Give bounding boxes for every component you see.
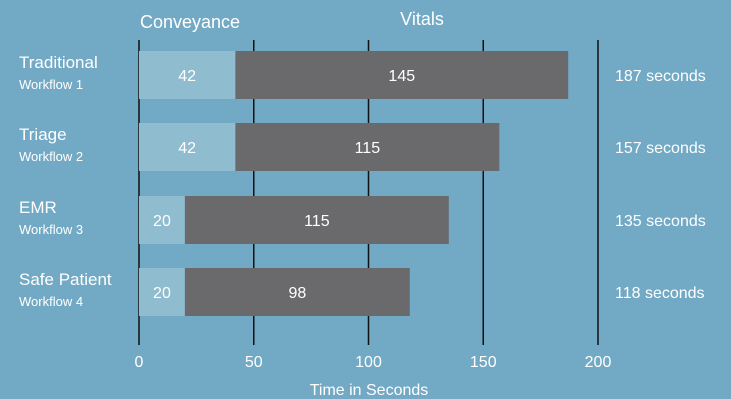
- bar-value-label: 145: [388, 68, 415, 85]
- x-tick-label: 100: [355, 354, 382, 371]
- bar-segment: [139, 268, 185, 316]
- bar-value-label: 115: [304, 213, 330, 230]
- x-tick-label: 150: [470, 354, 497, 371]
- bar-segment: [235, 123, 500, 171]
- category-sublabel: Workflow 4: [19, 294, 83, 309]
- bar-value-label: 115: [355, 140, 381, 157]
- category-label: EMR: [19, 198, 57, 217]
- x-tick-labels: 0 50 100 150 200: [135, 354, 612, 371]
- bar-segment: [139, 196, 185, 244]
- category-sublabel: Workflow 2: [19, 149, 83, 164]
- legend: Conveyance Vitals: [140, 9, 444, 32]
- bars: 42 145 42 115 20 115 20 98: [139, 51, 569, 316]
- category-sublabel: Workflow 1: [19, 77, 83, 92]
- x-axis-title: Time in Seconds: [310, 382, 429, 399]
- bar-value-label: 42: [178, 140, 196, 157]
- category-sublabel: Workflow 3: [19, 222, 83, 237]
- total-label: 187 seconds: [615, 68, 706, 85]
- bar-segment: [184, 268, 410, 316]
- category-label: Safe Patient: [19, 270, 112, 289]
- x-tick-label: 50: [245, 354, 263, 371]
- bar-value-label: 98: [288, 285, 306, 302]
- bar-segment: [139, 123, 236, 171]
- x-tick-label: 0: [135, 354, 144, 371]
- category-labels: Traditional Workflow 1 Triage Workflow 2 EMR…: [19, 53, 112, 309]
- legend-vitals: Vitals: [400, 9, 444, 29]
- total-label: 135 seconds: [615, 213, 706, 230]
- bar-segment: [139, 51, 236, 99]
- bar-value-label: 20: [153, 285, 171, 302]
- category-label: Traditional: [19, 53, 98, 72]
- total-labels: 187 seconds 157 seconds 135 seconds 118 sec…: [615, 68, 706, 302]
- x-tick-label: 200: [585, 354, 612, 371]
- bar-value-label: 42: [178, 68, 196, 85]
- total-label: 118 seconds: [615, 285, 705, 302]
- bar-value-label: 20: [153, 213, 171, 230]
- bar-segment: [235, 51, 569, 99]
- category-label: Triage: [19, 125, 67, 144]
- legend-conveyance: Conveyance: [140, 12, 240, 32]
- bar-segment: [184, 196, 449, 244]
- total-label: 157 seconds: [615, 140, 706, 157]
